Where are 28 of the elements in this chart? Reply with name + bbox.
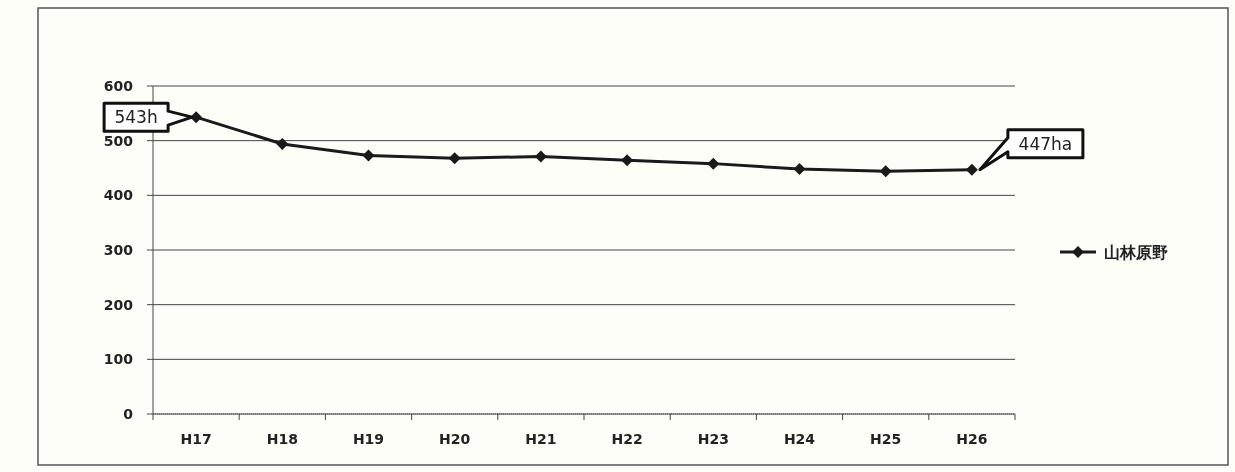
- y-tick-label: 400: [103, 187, 134, 204]
- point: [707, 157, 720, 170]
- point: [448, 152, 461, 165]
- point: [362, 149, 375, 162]
- x-tick-label: H22: [611, 431, 643, 447]
- legend-label: 山林原野: [1104, 243, 1168, 262]
- point: [965, 163, 978, 176]
- y-tick-label: 0: [123, 406, 134, 422]
- x-tick-label: H23: [697, 431, 729, 447]
- x-tick-label: H17: [180, 431, 212, 447]
- point: [534, 150, 547, 163]
- annotation: 543h: [114, 107, 158, 128]
- point: [793, 163, 806, 176]
- point: [879, 165, 892, 178]
- x-tick-label: H18: [266, 431, 298, 447]
- y-tick-label: 100: [103, 351, 134, 368]
- y-tick-label: 200: [103, 296, 134, 313]
- y-tick-label: 300: [103, 242, 134, 258]
- x-tick-label: H24: [783, 431, 816, 447]
- annotation: 447ha: [1018, 133, 1073, 154]
- y-tick-label: 600: [103, 78, 134, 94]
- x-tick-label: H19: [352, 431, 385, 447]
- x-tick-label: H25: [870, 431, 902, 447]
- x-tick-label: H20: [439, 431, 471, 447]
- y-tick-label: 500: [103, 132, 134, 149]
- x-tick-label: H26: [956, 431, 988, 447]
- point: [276, 137, 289, 150]
- x-tick-label: H21: [525, 431, 557, 447]
